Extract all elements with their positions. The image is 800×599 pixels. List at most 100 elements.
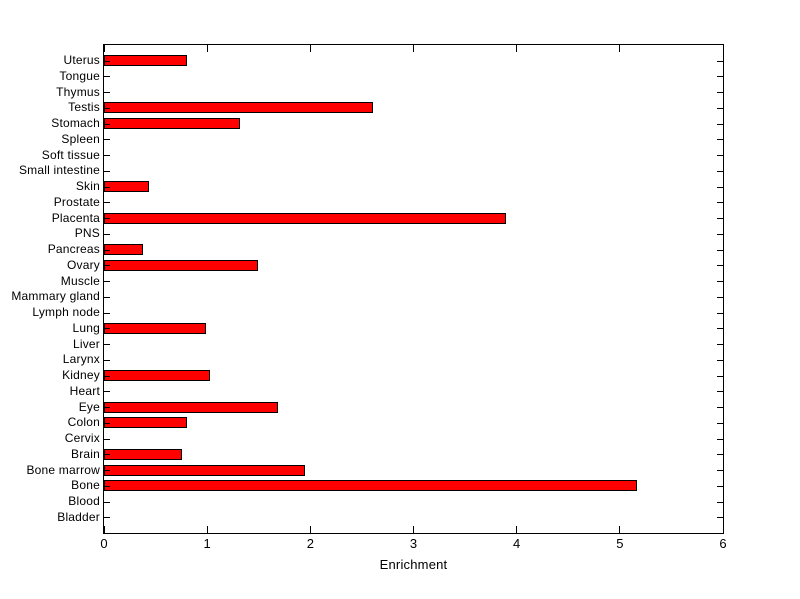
bar (104, 370, 211, 382)
y-tick (104, 517, 110, 519)
x-tick (516, 526, 518, 533)
x-tick (309, 45, 311, 52)
bar (104, 102, 374, 114)
y-tick (104, 123, 110, 125)
y-tick (104, 391, 110, 393)
y-tick (104, 186, 110, 188)
y-tick (717, 312, 723, 314)
x-tick (516, 45, 518, 52)
x-tick (413, 45, 414, 52)
y-tick (104, 233, 110, 235)
bar (104, 55, 187, 67)
y-tick (717, 501, 723, 503)
y-label: Cervix (64, 431, 100, 446)
x-tick-label: 5 (616, 536, 624, 551)
plot-area (103, 44, 724, 534)
y-tick (104, 76, 110, 78)
y-axis-labels: Uterus Tongue Thymus Testis Stomach Spleen Sof… (0, 45, 100, 533)
y-tick (104, 170, 110, 172)
x-tick (103, 526, 105, 533)
x-tick (309, 526, 311, 533)
y-tick (717, 517, 723, 519)
y-label: Tongue (59, 68, 100, 83)
bar (104, 259, 258, 271)
x-tick-label: 0 (100, 536, 108, 551)
y-tick (717, 139, 723, 141)
y-label: Heart (69, 383, 100, 398)
x-axis-tick-labels: 0 1 2 3 4 5 6 (0, 537, 800, 553)
y-tick (717, 485, 723, 487)
y-label: Soft tissue (41, 147, 100, 162)
x-tick-label: 4 (513, 536, 521, 551)
y-tick (717, 202, 723, 204)
x-tick (722, 526, 724, 533)
x-tick (206, 45, 208, 52)
x-tick (619, 45, 621, 52)
y-label: Testis (68, 100, 100, 115)
y-tick (104, 60, 110, 62)
y-label: Colon (67, 415, 100, 430)
y-label: Mammary gland (11, 289, 100, 304)
y-tick (717, 123, 723, 125)
y-tick (104, 407, 110, 409)
bar (104, 322, 207, 334)
bar (104, 480, 638, 492)
y-tick (717, 249, 723, 251)
y-tick (717, 233, 723, 235)
y-tick (717, 107, 723, 109)
y-tick (717, 170, 723, 172)
y-label: Pancreas (47, 242, 100, 257)
x-tick (206, 526, 208, 533)
y-tick (717, 76, 723, 78)
y-tick (717, 454, 723, 456)
y-tick (104, 344, 110, 346)
y-label: Brain (70, 446, 100, 461)
y-label: Bone marrow (26, 462, 100, 477)
y-tick (104, 375, 110, 377)
y-tick (104, 296, 110, 298)
x-tick (619, 526, 621, 533)
y-tick (717, 344, 723, 346)
y-tick (717, 328, 723, 330)
y-tick (104, 155, 110, 157)
x-tick (413, 526, 414, 533)
y-tick (717, 155, 723, 157)
bar (104, 118, 241, 130)
y-label: Larynx (62, 352, 100, 367)
bar (104, 417, 187, 429)
x-tick (722, 45, 724, 52)
y-tick (104, 92, 110, 94)
x-tick-label: 3 (409, 536, 418, 551)
y-label: Ovary (66, 257, 100, 272)
y-label: Stomach (51, 116, 100, 131)
y-label: Bone (71, 478, 100, 493)
y-tick (717, 92, 723, 94)
y-tick (717, 186, 723, 188)
x-tick (103, 45, 105, 52)
y-tick (104, 328, 110, 330)
y-tick (717, 422, 723, 424)
y-label: Thymus (56, 84, 100, 99)
y-tick (104, 202, 110, 204)
bar (104, 464, 306, 476)
y-tick (104, 218, 110, 220)
y-label: Lung (72, 320, 100, 335)
y-tick (104, 312, 110, 314)
y-tick (717, 438, 723, 440)
y-tick (104, 501, 110, 503)
y-tick (717, 265, 723, 267)
y-tick (104, 281, 110, 283)
y-tick (717, 391, 723, 393)
x-tick-label: 2 (306, 536, 314, 551)
y-label: PNS (74, 226, 100, 241)
y-label: Uterus (63, 53, 100, 68)
y-tick (717, 296, 723, 298)
x-axis-title: Enrichment (379, 557, 448, 572)
y-tick (717, 218, 723, 220)
y-label: Eye (78, 399, 100, 414)
y-label: Muscle (60, 273, 100, 288)
y-tick (717, 375, 723, 377)
x-tick-label: 1 (203, 536, 211, 551)
y-tick (717, 60, 723, 62)
